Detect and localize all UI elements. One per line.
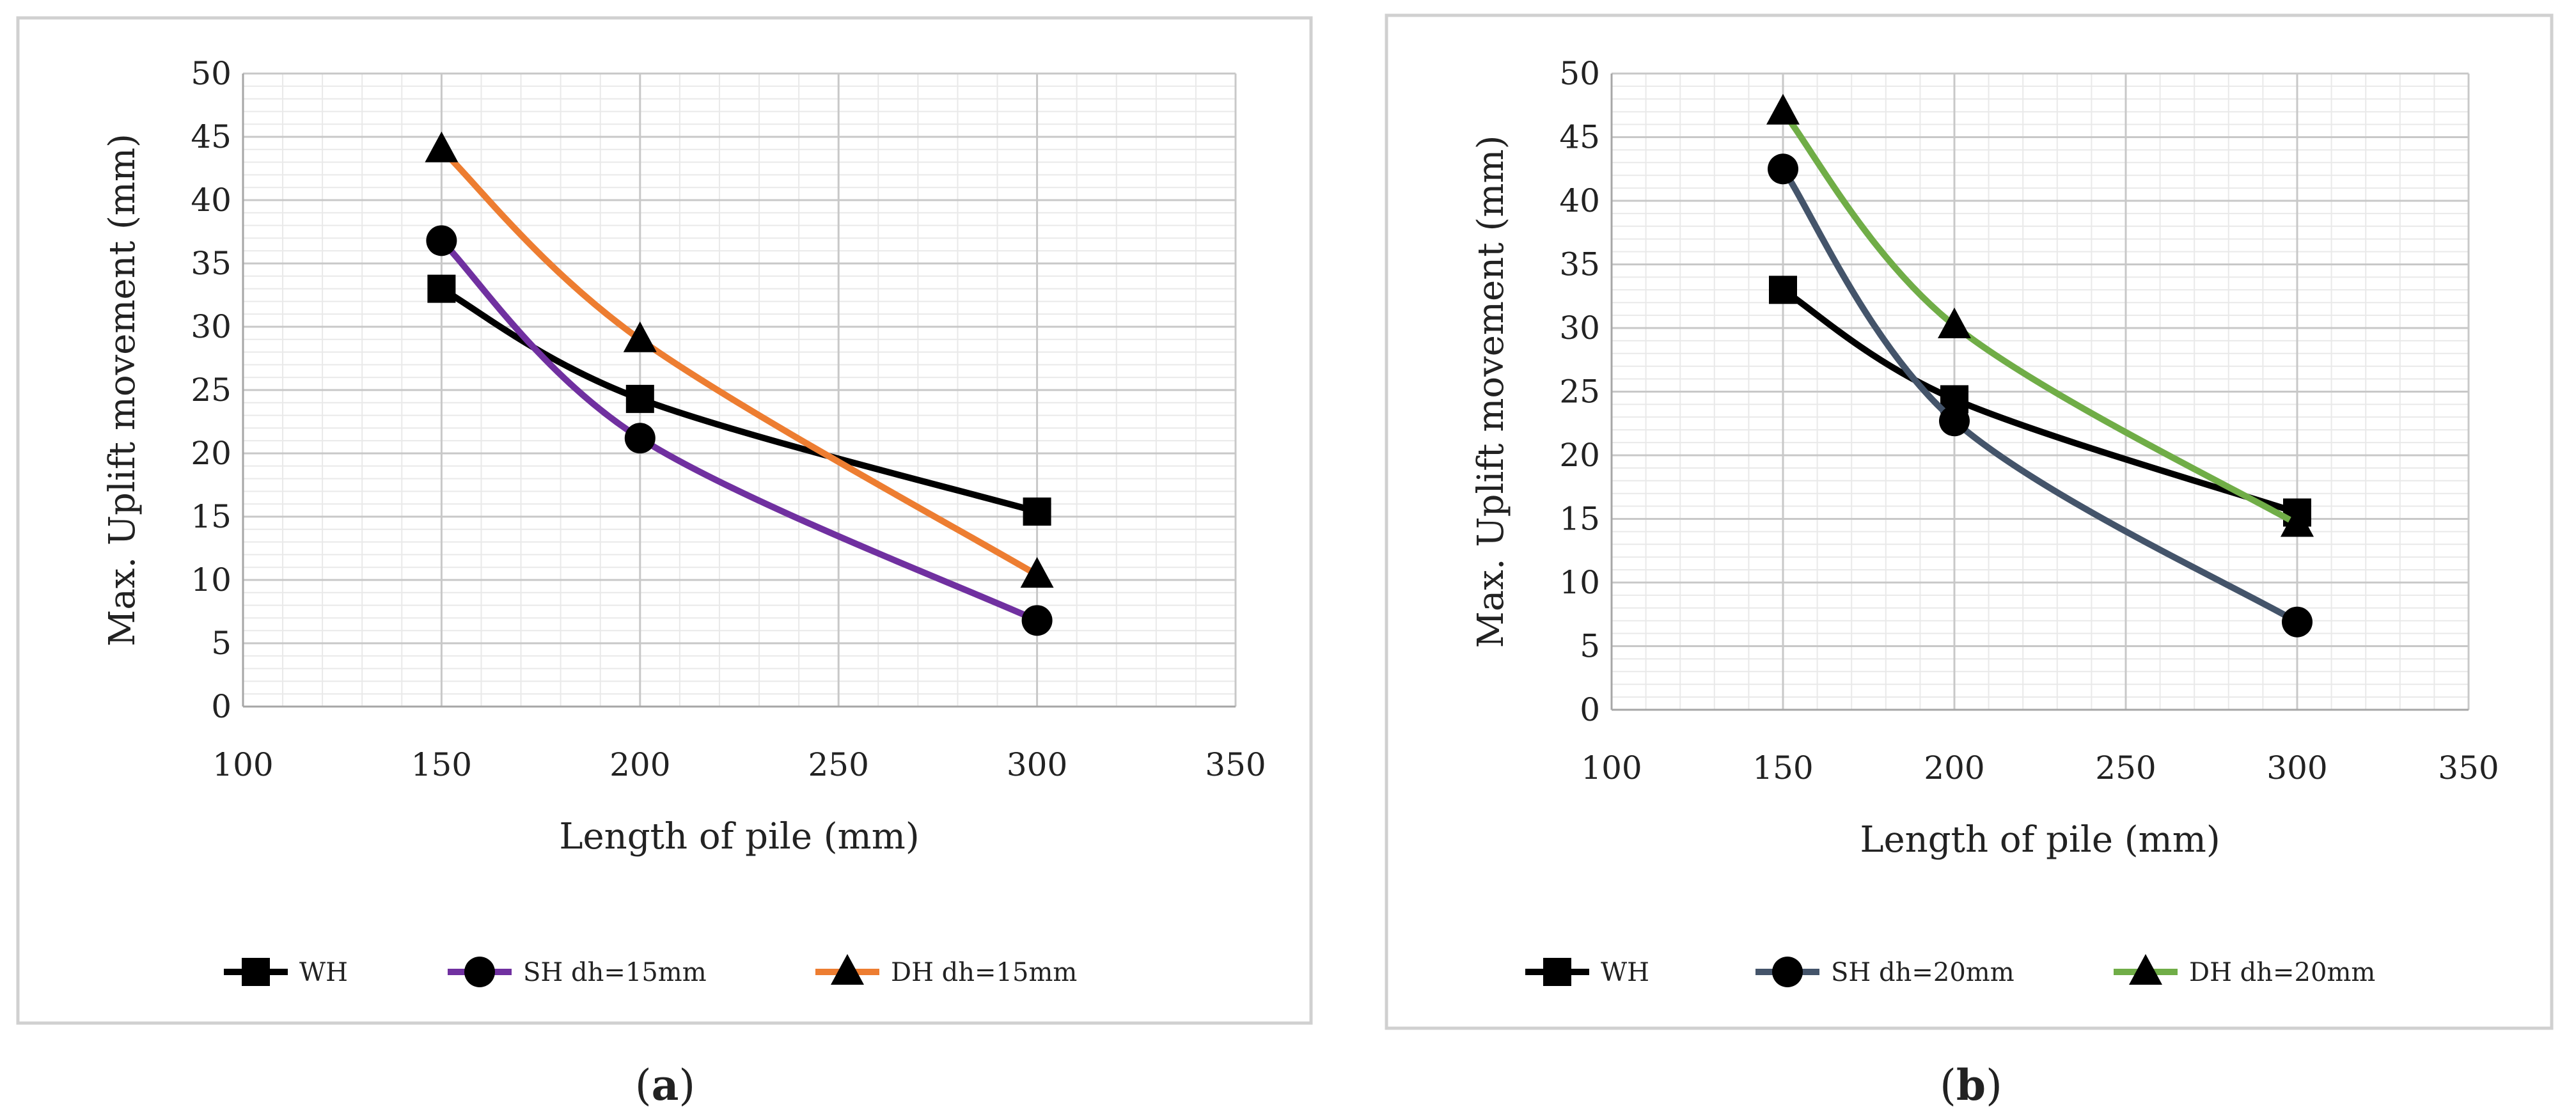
panel-caption: (a) <box>635 1060 695 1110</box>
x-tick-label: 250 <box>808 746 868 783</box>
data-point-marker <box>624 423 656 454</box>
y-tick-label: 30 <box>191 308 232 345</box>
data-point-marker <box>625 384 654 413</box>
y-tick-label: 35 <box>1559 246 1600 283</box>
legend-marker <box>242 958 270 986</box>
series-1 <box>1768 153 2313 638</box>
data-point-marker <box>1023 497 1051 526</box>
x-tick-label: 200 <box>609 746 670 783</box>
x-tick-label: 300 <box>2266 749 2327 786</box>
series-1 <box>426 225 1053 636</box>
y-tick-label: 25 <box>1559 373 1600 411</box>
caption-label: a <box>652 1060 679 1110</box>
data-point-marker <box>1768 153 1798 185</box>
legend-marker <box>1543 958 1571 986</box>
x-tick-label: 350 <box>1205 746 1266 783</box>
data-point-marker <box>2282 606 2313 638</box>
legend-marker <box>2129 954 2162 985</box>
data-point-marker <box>426 225 457 256</box>
legend-label: DH dh=20mm <box>2189 958 2375 987</box>
y-tick-label: 10 <box>191 561 232 599</box>
y-tick-label: 50 <box>191 55 232 92</box>
x-tick-label: 250 <box>2095 749 2156 786</box>
series-line <box>438 237 1041 624</box>
data-point-marker <box>1769 276 1797 304</box>
series-line <box>1780 286 2300 516</box>
legend-label: SH dh=15mm <box>523 958 707 987</box>
x-tick-label: 200 <box>1924 749 1984 786</box>
legend-item-1: SH dh=20mm <box>1755 957 2014 987</box>
data-point-marker <box>2281 506 2314 537</box>
chart-frame <box>1385 13 2554 1030</box>
series-2 <box>425 131 1054 588</box>
y-tick-label: 45 <box>1559 119 1600 156</box>
x-tick-label: 150 <box>411 746 472 783</box>
legend-label: DH dh=15mm <box>891 958 1077 987</box>
x-tick-label: 100 <box>212 746 273 783</box>
series-line <box>438 146 1041 579</box>
y-tick-label: 50 <box>1559 55 1600 92</box>
x-axis-title: Length of pile (mm) <box>1860 819 2220 861</box>
y-tick-label: 5 <box>211 625 232 662</box>
y-tick-label: 20 <box>191 435 232 472</box>
legend-label: WH <box>299 958 348 987</box>
caption-label: b <box>1956 1060 1986 1110</box>
y-tick-label: 15 <box>1559 501 1600 538</box>
data-point-marker <box>1939 405 1970 437</box>
panel-caption: (b) <box>1940 1060 2002 1110</box>
series-line <box>438 285 1041 515</box>
x-tick-label: 350 <box>2438 749 2499 786</box>
legend-label: WH <box>1601 958 1649 987</box>
chart-panel-b: 0 5 10 15 20 25 30 35 40 45 50 100 150 200 250 300 350 Ma… <box>1385 13 2554 1110</box>
y-tick-label: 0 <box>1580 691 1600 728</box>
legend-item-0: WH <box>224 958 348 987</box>
data-point-marker <box>1938 308 1971 339</box>
y-axis-title: Max. Uplift movement (mm) <box>1470 136 1512 648</box>
legend-item-2: DH dh=15mm <box>815 954 1077 987</box>
y-tick-label: 25 <box>191 372 232 409</box>
data-point-marker <box>1020 557 1054 588</box>
y-tick-label: 0 <box>211 688 232 725</box>
data-point-marker <box>427 274 456 303</box>
y-tick-label: 40 <box>191 182 232 219</box>
caption-open-paren: ( <box>1940 1061 1956 1110</box>
data-point-marker <box>623 321 657 352</box>
y-tick-label: 40 <box>1559 182 1600 219</box>
y-tick-label: 15 <box>191 498 232 535</box>
data-point-marker <box>425 131 459 162</box>
y-tick-label: 30 <box>1559 309 1600 347</box>
legend-marker <box>831 954 864 985</box>
x-tick-label: 150 <box>1752 749 1813 786</box>
y-tick-label: 20 <box>1559 437 1600 474</box>
caption-close-paren: ) <box>1986 1061 2002 1110</box>
legend-item-1: SH dh=15mm <box>448 957 707 987</box>
x-axis-title: Length of pile (mm) <box>559 816 919 857</box>
y-tick-label: 45 <box>191 118 232 155</box>
y-tick-label: 10 <box>1559 564 1600 601</box>
series-0 <box>427 274 1051 526</box>
legend-item-2: DH dh=20mm <box>2114 954 2375 987</box>
x-tick-label: 100 <box>1581 749 1642 786</box>
legend-marker <box>464 957 495 987</box>
legend-item-0: WH <box>1525 958 1649 987</box>
y-axis-title: Max. Uplift movement (mm) <box>102 134 143 646</box>
chart-panel-a: 0 5 10 15 20 25 30 35 40 45 50 100 150 200 250 300 350 Ma… <box>16 16 1313 1110</box>
y-tick-label: 35 <box>191 245 232 282</box>
y-tick-label: 5 <box>1580 628 1600 665</box>
caption-open-paren: ( <box>635 1061 652 1110</box>
chart-frame <box>16 16 1313 1025</box>
caption-close-paren: ) <box>679 1061 695 1110</box>
series-2 <box>1766 93 2314 537</box>
x-tick-label: 300 <box>1007 746 1067 783</box>
data-point-marker <box>1021 605 1053 636</box>
legend-label: SH dh=20mm <box>1831 958 2014 987</box>
data-point-marker <box>1766 93 1800 125</box>
legend-marker <box>1772 957 1803 987</box>
